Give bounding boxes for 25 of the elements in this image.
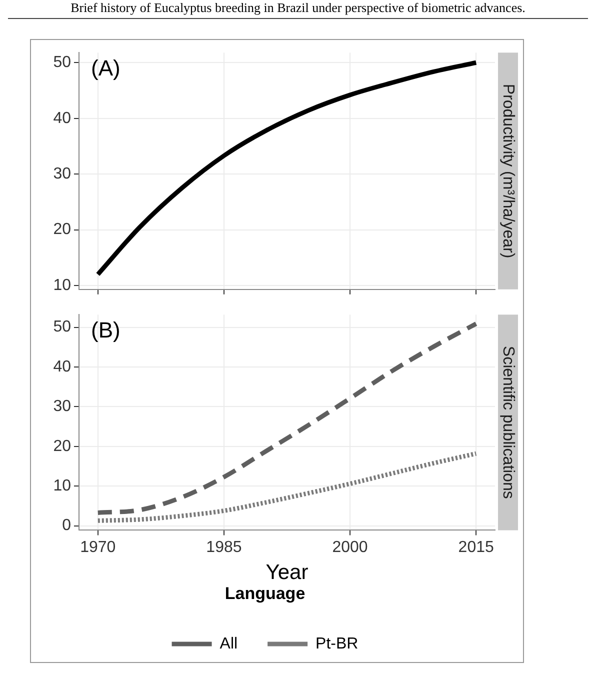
y-tick-label: 40 [53,110,72,127]
y-tick-label: 50 [53,54,72,72]
y-axis-title: Productivity (m³/ha/year) [500,84,517,258]
y-tick-label: 10 [53,478,72,495]
legend-label: All [220,635,238,652]
y-tick-label: 50 [53,318,72,336]
legend-label: Pt-BR [316,635,358,652]
y-tick-label: 20 [53,221,72,238]
x-tick-label: 1970 [80,539,116,556]
y-tick-label: 30 [53,398,72,416]
y-axis-title: Scientific publications [500,346,517,499]
y-tick-label: 40 [53,358,72,376]
y-tick-label: 0 [62,517,72,534]
text: Brief history of Eucalyptus breeding in Brazil under perspective of biometric advances. [8,0,588,19]
line-series [96,451,478,523]
x-tick-label: 2015 [458,539,494,556]
x-axis-title: Year [266,560,308,584]
x-tick-label: 2000 [332,539,368,556]
y-tick-label: 30 [53,165,72,182]
x-tick-label: 1985 [206,539,242,556]
chart-title: (A) [91,56,120,81]
y-tick-label: 20 [53,438,72,455]
chart-title: (B) [91,318,120,343]
y-tick-label: 10 [53,276,72,294]
legend-title: Language [224,584,306,603]
